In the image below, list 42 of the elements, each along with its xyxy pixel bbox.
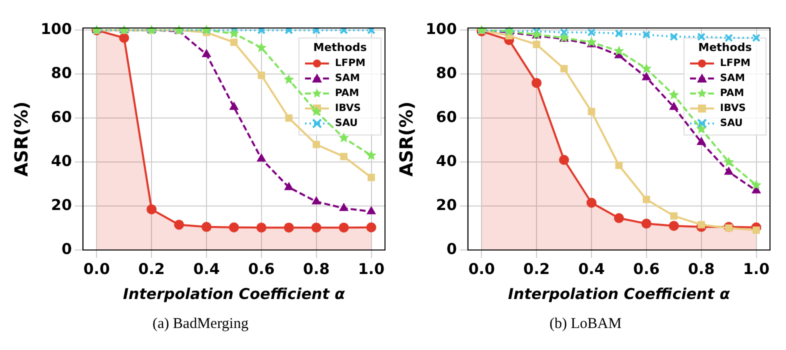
x-tick-label: 0.4 — [193, 260, 220, 278]
x-tick-label: 0.0 — [468, 260, 495, 278]
y-tick-label: 80 — [436, 64, 457, 82]
text: (a) BadMerging — [152, 316, 250, 333]
legend-label: SAM — [720, 73, 745, 84]
legend-title: Methods — [313, 40, 368, 54]
y-tick-label: 80 — [51, 64, 72, 82]
x-tick-label: 0.4 — [578, 260, 605, 278]
legend-label: PAM — [335, 88, 360, 100]
y-tick-label: 100 — [40, 20, 72, 38]
y-tick-label: 20 — [51, 196, 72, 214]
x-tick-label: 0.6 — [633, 260, 660, 278]
legend-label: SAU — [335, 118, 358, 130]
text: (b) LoBAM — [548, 316, 623, 333]
legend-label: SAM — [335, 73, 360, 84]
y-tick-label: 0 — [61, 240, 72, 258]
legend-label: PAM — [720, 88, 744, 100]
legend-title: Methods — [698, 40, 752, 54]
x-axis-title: Interpolation Coefficient α — [122, 284, 346, 303]
legend-label: IBVS — [720, 103, 746, 114]
x-tick-label: 0.2 — [138, 260, 165, 278]
legend-label: SAU — [720, 118, 743, 130]
y-axis-title: ASR(%) — [11, 101, 32, 177]
x-axis-title: Interpolation Coefficient α — [508, 284, 731, 303]
y-tick-label: 60 — [51, 108, 72, 126]
x-tick-label: 0.6 — [248, 260, 275, 278]
legend-label: LFPM — [335, 58, 366, 70]
y-tick-label: 0 — [446, 240, 457, 258]
y-tick-label: 60 — [436, 108, 457, 126]
y-axis-title: ASR(%) — [396, 101, 418, 177]
legend-label: IBVS — [335, 103, 361, 114]
x-tick-label: 0.8 — [303, 260, 330, 278]
x-tick-label: 1.0 — [742, 260, 770, 278]
y-tick-label: 40 — [436, 152, 457, 170]
y-tick-label: 20 — [436, 196, 457, 214]
y-tick-label: 40 — [51, 152, 72, 170]
x-tick-label: 0.2 — [523, 260, 550, 278]
x-tick-label: 0.8 — [688, 260, 715, 278]
legend-label: LFPM — [720, 58, 751, 70]
x-tick-label: 1.0 — [358, 260, 385, 278]
y-tick-label: 100 — [426, 20, 457, 38]
x-tick-label: 0.0 — [83, 260, 110, 278]
